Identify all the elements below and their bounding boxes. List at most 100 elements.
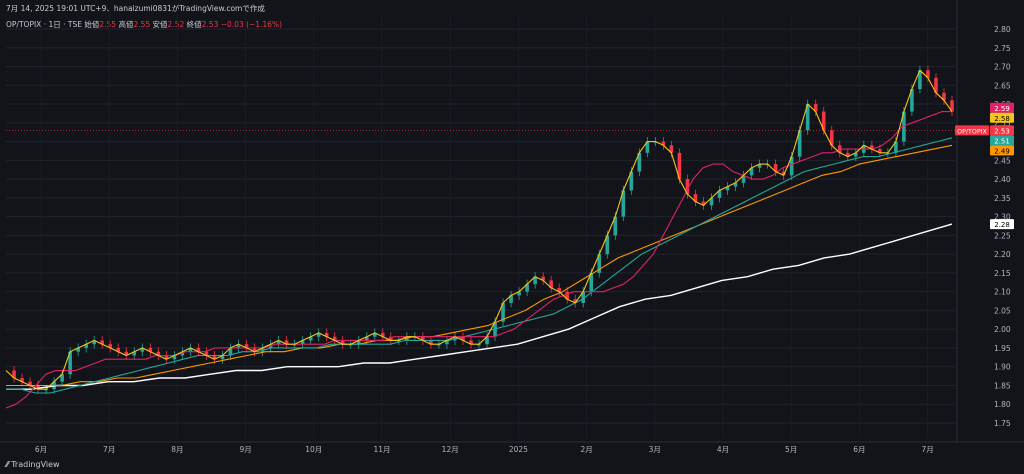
y-tick-label: 2.55 (994, 119, 1011, 128)
candle-body (421, 336, 425, 341)
x-tick-label: 6月 (853, 445, 865, 454)
candle-body (20, 377, 24, 382)
y-tick-label: 2.40 (994, 175, 1011, 184)
legend-low-value: 2.52 (167, 20, 185, 29)
candle-body (501, 302, 505, 322)
chart-caption: 7月 14, 2025 19:01 UTC+9、hanaizumi0831がTr… (6, 4, 265, 13)
candle-body (541, 276, 545, 281)
series-line-ma-orange (6, 144, 953, 387)
candle-body (429, 340, 433, 345)
y-tick-label: 1.95 (994, 344, 1011, 353)
price-tag (990, 125, 1014, 136)
candle-body (549, 280, 553, 288)
x-tick-label: 11月 (373, 445, 390, 454)
candle-body (613, 216, 618, 236)
symbol-tag-label: OP/TOPIX (957, 128, 987, 135)
y-tick-label: 2.20 (994, 250, 1011, 259)
candle-body (124, 351, 129, 356)
candle-body (845, 152, 850, 157)
candle-body (156, 351, 161, 356)
candle-body (717, 190, 722, 198)
candle-body (853, 152, 858, 157)
x-tick-label: 9月 (239, 445, 251, 454)
candle-body (380, 332, 385, 337)
candle-body (821, 111, 826, 131)
series-line-ma-teal (6, 137, 953, 394)
candle-body (76, 347, 80, 352)
candle-body (292, 344, 297, 346)
candle-body (565, 291, 569, 300)
price-tag-label: 2.51 (994, 137, 1010, 145)
y-tick-label: 2.70 (994, 63, 1011, 72)
x-tick-label: 10月 (305, 445, 322, 454)
candle-body (204, 351, 209, 356)
price-tag (990, 145, 1014, 156)
candle-body (781, 171, 786, 176)
candle-body (709, 197, 714, 206)
x-tick-label: 7月 (921, 445, 933, 454)
candle-body (693, 194, 698, 202)
candle-body (252, 347, 257, 352)
candle-body (364, 336, 369, 341)
candle-body (116, 347, 121, 352)
y-tick-label: 2.65 (994, 81, 1011, 90)
x-tick-label: 4月 (717, 445, 729, 454)
candle-body (348, 344, 353, 346)
candle-body (677, 152, 682, 180)
legend-close-value: 2.53 (201, 20, 219, 29)
candle-body (533, 276, 537, 285)
candle-body (741, 175, 746, 183)
candle-body (645, 141, 650, 153)
candle-body (477, 344, 481, 346)
candle-body (517, 291, 521, 296)
candle-body (44, 389, 48, 391)
legend-open-value: 2.55 (99, 20, 117, 29)
x-tick-label: 2025 (509, 445, 528, 454)
candle-body (573, 299, 578, 303)
candle-body (829, 130, 834, 146)
candle-body (886, 152, 890, 155)
candle-body (701, 201, 706, 206)
candle-body (437, 344, 441, 346)
legend-symbol: OP/TOPIX · 1日 · TSE (6, 20, 82, 29)
candle-body (356, 340, 361, 345)
candle-body (332, 336, 337, 341)
candle-body (749, 167, 754, 176)
x-tick-label: 8月 (171, 445, 183, 454)
legend-change: −0.03 (−1.16%) (220, 20, 283, 29)
candle-body (557, 287, 561, 292)
candle-body (60, 374, 64, 382)
candle-body (725, 186, 730, 191)
candle-body (878, 149, 882, 153)
candle-body (581, 291, 586, 303)
candle-body (789, 156, 794, 176)
y-tick-label: 2.80 (994, 25, 1011, 34)
y-tick-label: 1.75 (994, 419, 1011, 428)
candle-body (525, 284, 529, 292)
price-tag-label: 2.58 (994, 115, 1010, 123)
legend-high-label: 高値 (118, 20, 134, 29)
legend-open-label: 始値 (84, 20, 100, 29)
price-tag (990, 112, 1014, 123)
candle-body (870, 145, 874, 150)
y-tick-label: 2.00 (994, 325, 1011, 334)
x-tick-label: 7月 (103, 445, 115, 454)
candle-body (316, 332, 321, 337)
price-tag-label: 2.28 (994, 221, 1010, 229)
y-tick-label: 2.45 (994, 156, 1011, 165)
candle-body (140, 347, 145, 352)
y-tick-label: 2.75 (994, 44, 1011, 53)
series-line-ma-pink (5, 111, 952, 409)
candle-body (244, 344, 249, 348)
candle-body (910, 89, 914, 112)
candle-body (669, 145, 674, 153)
candle-body (461, 336, 465, 341)
candle-body (837, 145, 842, 153)
candle-body (621, 190, 626, 217)
legend-close-label: 終値 (186, 20, 202, 29)
y-tick-label: 1.90 (994, 363, 1011, 372)
candle-body (918, 70, 922, 90)
y-tick-label: 2.35 (994, 194, 1011, 203)
